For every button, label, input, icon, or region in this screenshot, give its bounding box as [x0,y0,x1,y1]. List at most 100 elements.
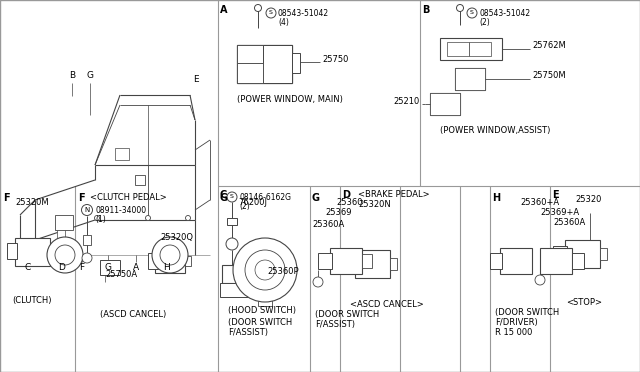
Circle shape [81,205,93,215]
Bar [430,93,460,115]
Text: F/DRIVER): F/DRIVER) [495,318,538,327]
Text: N: N [84,207,90,213]
Bar [390,258,397,270]
Bar [430,93,460,115]
Circle shape [186,215,191,221]
Text: 25320N: 25320N [358,200,391,209]
Text: 08146-6162G: 08146-6162G [239,193,291,202]
Bar [220,283,248,297]
Text: (POWER WINDOW, MAIN): (POWER WINDOW, MAIN) [237,95,343,104]
Bar [227,218,237,225]
Bar [55,215,73,230]
Text: H: H [164,263,170,272]
Circle shape [47,237,83,273]
Text: 25360A: 25360A [312,220,344,229]
Circle shape [55,245,75,265]
Circle shape [255,4,262,12]
Text: 25369+A: 25369+A [540,208,579,217]
Text: F: F [3,193,10,203]
Bar [362,254,372,268]
Text: E: E [552,190,559,200]
Bar [318,253,332,269]
Text: (DOOR SWITCH: (DOOR SWITCH [315,310,380,319]
Text: <BRAKE PEDAL>: <BRAKE PEDAL> [358,190,429,199]
Text: A: A [220,5,227,15]
Text: H: H [492,193,500,203]
Text: S: S [230,195,234,199]
Bar [540,248,572,274]
Bar [115,148,129,160]
Bar [553,246,567,262]
Text: R 15 000: R 15 000 [495,328,532,337]
Text: (2): (2) [479,18,490,27]
Text: <ASCD CANCEL>: <ASCD CANCEL> [350,300,424,309]
Bar [500,248,532,274]
Bar [237,63,263,83]
Text: 25210: 25210 [394,96,420,106]
Bar [455,68,485,90]
Text: F/ASSIST): F/ASSIST) [315,320,355,329]
Bar [83,235,91,245]
Text: G: G [312,193,320,203]
Text: B: B [69,71,75,80]
Text: 25320: 25320 [575,195,602,204]
Bar [135,175,145,185]
Text: <CLUTCH PEDAL>: <CLUTCH PEDAL> [90,193,167,202]
Text: (DOOR SWITCH: (DOOR SWITCH [495,308,559,317]
Circle shape [245,250,285,290]
Text: (1): (1) [95,215,106,224]
Text: (CLUTCH): (CLUTCH) [12,296,51,305]
Text: G: G [86,71,93,80]
Text: 25750A: 25750A [105,270,137,279]
Circle shape [266,8,276,18]
Text: S: S [269,10,273,16]
Bar [600,248,607,260]
Bar [15,238,50,266]
Bar [565,240,600,268]
Circle shape [233,238,297,302]
Circle shape [535,275,545,285]
Text: A: A [133,263,139,272]
Bar [330,248,362,274]
Text: 08543-51042: 08543-51042 [479,9,530,18]
Bar [455,68,485,90]
Bar [258,290,272,306]
Bar [57,230,65,242]
Text: F/ASSIST): F/ASSIST) [228,328,268,337]
Text: 08911-34000: 08911-34000 [95,206,146,215]
Bar [292,53,300,73]
Bar [447,42,469,56]
Bar [148,253,158,269]
Text: (HOOD SWITCH): (HOOD SWITCH) [228,306,296,315]
Text: 25320Q: 25320Q [160,233,193,242]
Bar [355,250,390,278]
Text: 25369: 25369 [325,208,351,217]
Circle shape [152,237,188,273]
Text: 25320M: 25320M [15,198,49,207]
Bar [50,246,57,258]
Text: D: D [59,263,65,272]
Circle shape [82,253,92,263]
Text: F: F [78,193,84,203]
Text: (2): (2) [239,202,250,211]
Text: 76200J: 76200J [238,198,267,207]
Bar [469,42,491,56]
Bar [185,256,191,266]
Bar [440,38,502,60]
Text: S: S [470,10,474,16]
Text: (DOOR SWITCH: (DOOR SWITCH [228,318,292,327]
Text: C: C [220,190,227,200]
Text: 25360P: 25360P [267,266,299,276]
Text: 25762M: 25762M [532,42,566,51]
Text: G: G [104,263,111,272]
Text: E: E [193,76,199,84]
Bar [7,243,17,259]
Text: 25360: 25360 [336,198,362,207]
Circle shape [95,215,99,221]
Text: G: G [220,193,228,203]
Bar [490,253,502,269]
Circle shape [255,260,275,280]
Circle shape [227,192,237,202]
Bar [263,45,292,83]
Text: 25750M: 25750M [532,71,566,80]
